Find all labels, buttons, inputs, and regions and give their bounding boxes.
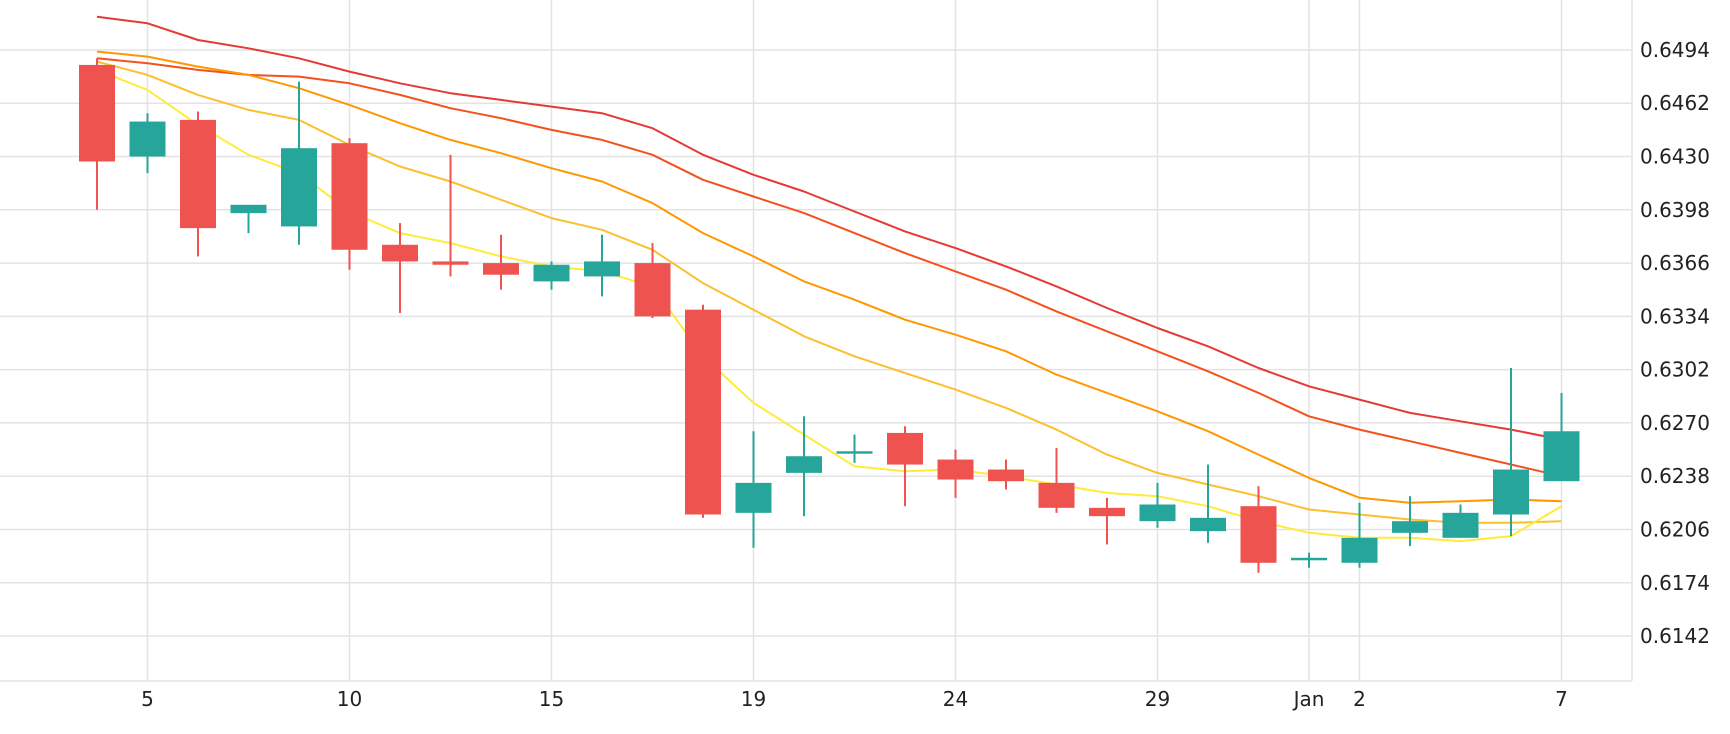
candle-body	[887, 432, 923, 465]
candle-body	[735, 482, 772, 513]
moving-average-layer	[96, 15, 1563, 543]
x-tick-label: 29	[1145, 687, 1170, 711]
candle-up	[1291, 552, 1327, 568]
candle-up	[1442, 504, 1479, 538]
candle-body	[180, 119, 216, 229]
grid-layer	[0, 0, 1633, 682]
candle-body	[1392, 521, 1428, 533]
candle-body	[281, 148, 317, 227]
moving-average-line	[96, 68, 1563, 543]
candle-body	[836, 451, 873, 454]
candle-down	[634, 243, 671, 319]
candle-up	[1543, 392, 1580, 482]
x-tick-label: 19	[741, 687, 766, 711]
candle-down	[483, 234, 519, 290]
candle-down	[79, 58, 115, 210]
candle-body	[1291, 557, 1327, 561]
candle-body	[1190, 517, 1226, 532]
candle-up	[1392, 496, 1428, 547]
x-tick-label: 15	[539, 687, 564, 711]
candle-up	[1139, 482, 1176, 528]
candle-down	[180, 111, 216, 257]
y-tick-label: 0.6238	[1640, 464, 1710, 488]
candle-body	[634, 263, 671, 317]
candle-up	[1341, 502, 1378, 568]
candle-up	[533, 261, 570, 290]
candle-body	[1139, 504, 1176, 522]
candle-down	[988, 459, 1024, 490]
candle-body	[1493, 469, 1529, 515]
x-tick-label: 7	[1555, 687, 1568, 711]
candle-body	[584, 261, 620, 277]
candle-body	[685, 309, 721, 515]
y-tick-label: 0.6142	[1640, 624, 1710, 648]
moving-average-line	[96, 57, 1562, 478]
y-tick-label: 0.6334	[1640, 304, 1710, 328]
candle-up	[129, 113, 166, 174]
candle-body	[1543, 431, 1580, 482]
candle-up	[584, 234, 620, 297]
time-axis: 5 10 15 19 24 29 Jan 2 7	[141, 687, 1568, 711]
candle-body	[1089, 507, 1125, 517]
candle-body	[79, 64, 115, 162]
candle-down	[1038, 447, 1075, 513]
candle-layer	[79, 58, 1580, 573]
candle-body	[1442, 512, 1479, 538]
x-tick-label: 24	[943, 687, 968, 711]
moving-average-line	[96, 15, 1562, 441]
candle-down	[1089, 497, 1125, 545]
candle-down	[937, 449, 974, 498]
candle-up	[1190, 464, 1226, 543]
candle-down	[331, 138, 368, 270]
candle-down	[1240, 486, 1277, 573]
x-tick-label: 5	[141, 687, 154, 711]
candle-down	[887, 426, 923, 507]
y-tick-label: 0.6174	[1640, 571, 1710, 595]
candle-down	[382, 223, 418, 314]
candle-body	[382, 244, 418, 262]
candle-body	[988, 469, 1024, 482]
y-tick-label: 0.6398	[1640, 198, 1710, 222]
x-tick-label: Jan	[1292, 687, 1325, 711]
candle-body	[1038, 482, 1075, 508]
y-tick-label: 0.6302	[1640, 358, 1710, 382]
candle-body	[1341, 537, 1378, 563]
x-tick-label: 2	[1353, 687, 1366, 711]
candle-body	[230, 204, 267, 214]
candle-body	[129, 121, 166, 157]
candle-body	[786, 456, 822, 473]
candle-body	[331, 143, 368, 250]
candle-body	[1240, 506, 1277, 563]
candle-down	[432, 154, 469, 277]
candle-body	[937, 459, 974, 480]
y-tick-label: 0.6206	[1640, 517, 1710, 541]
moving-average-line	[96, 50, 1562, 504]
x-tick-label: 10	[337, 687, 362, 711]
price-axis: 0.6142 0.6174 0.6206 0.6238 0.6270 0.6302 0.63…	[1640, 38, 1710, 648]
candle-up	[230, 204, 267, 234]
y-tick-label: 0.6462	[1640, 91, 1710, 115]
candle-down	[685, 304, 721, 518]
moving-average-line	[96, 60, 1562, 524]
candle-up	[735, 431, 772, 548]
y-tick-label: 0.6430	[1640, 145, 1710, 169]
y-tick-label: 0.6366	[1640, 251, 1710, 275]
y-tick-label: 0.6494	[1640, 38, 1710, 62]
y-tick-label: 0.6270	[1640, 411, 1710, 435]
candle-up	[836, 434, 873, 463]
candle-up	[281, 81, 317, 245]
candle-body	[533, 264, 570, 282]
candle-up	[1493, 367, 1529, 537]
candle-up	[786, 416, 822, 517]
candle-body	[483, 263, 519, 275]
candle-body	[432, 261, 469, 265]
